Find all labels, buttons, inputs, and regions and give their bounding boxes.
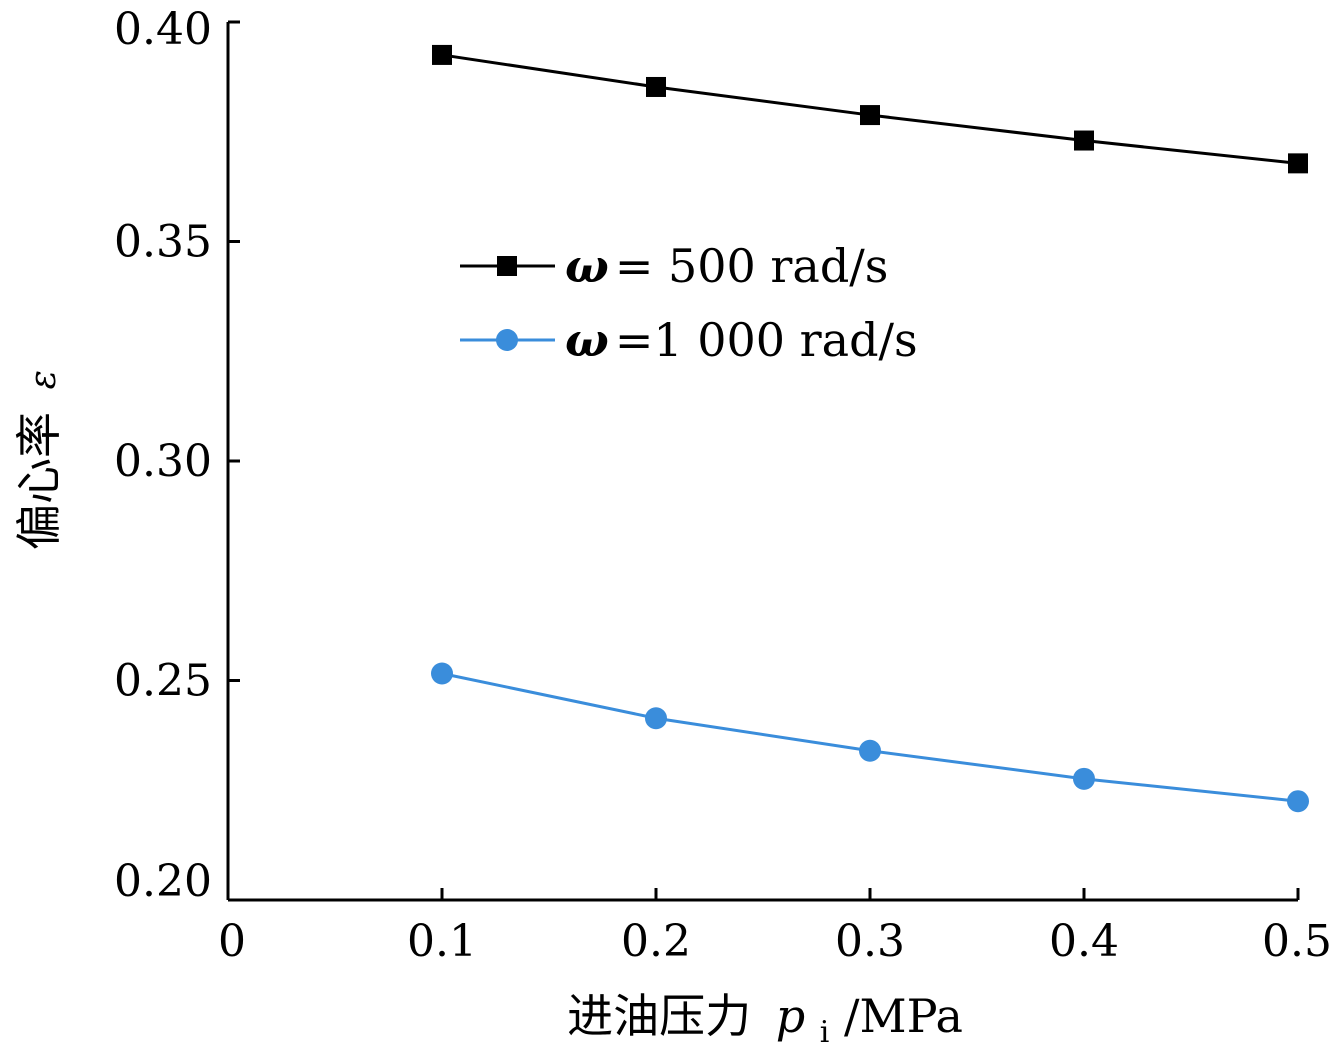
x-tick-label: 0.2	[621, 916, 691, 967]
y-axis-title-text: 偏心率	[12, 412, 66, 550]
y-axis-title-symbol: ε	[23, 370, 64, 389]
x-axis-title-subscript: i	[820, 1015, 830, 1050]
legend: ω = 500 rad/sω =1 000 rad/s	[460, 239, 918, 367]
x-axis-ticks: 0 0.1 0.2 0.3 0.4 0.5	[218, 888, 1332, 967]
legend-item-1: ω = 500 rad/s	[460, 239, 888, 293]
x-tick-label: 0.3	[835, 916, 905, 967]
legend-label: ω = 500 rad/s	[565, 239, 888, 293]
axes	[226, 22, 1298, 902]
series-line	[441, 672, 1299, 803]
legend-marker	[496, 329, 518, 351]
legend-label-rest: = 500 rad/s	[615, 239, 889, 293]
x-axis-title: 进油压力 p i /MPa	[567, 989, 963, 1050]
data-point	[1074, 130, 1094, 151]
y-tick-label: 0.25	[114, 656, 212, 707]
series-2	[431, 662, 1309, 813]
data-point	[860, 105, 880, 126]
legend-label-rest: =1 000 rad/s	[615, 313, 918, 367]
data-point	[859, 739, 881, 762]
x-axis-title-unit: /MPa	[844, 989, 963, 1043]
legend-label: ω =1 000 rad/s	[565, 313, 918, 367]
data-point	[1288, 153, 1308, 174]
y-tick-label: 0.20	[114, 856, 212, 907]
data-point	[1287, 790, 1309, 813]
data-point	[431, 662, 453, 685]
x-axis-title-prefix: 进油压力	[567, 989, 751, 1043]
y-tick-label: 0.30	[114, 436, 212, 487]
y-tick-label: 0.35	[114, 217, 212, 268]
x-tick-label: 0.5	[1262, 916, 1332, 967]
x-tick-label: 0.4	[1049, 916, 1119, 967]
y-axis-ticks: 0.20 0.25 0.30 0.35 0.40	[114, 4, 240, 907]
data-point	[646, 76, 666, 97]
data-point	[645, 707, 667, 730]
legend-label-symbol: ω	[565, 313, 609, 367]
x-tick-label: 0.1	[407, 916, 477, 967]
series-1	[432, 44, 1308, 174]
data-point	[432, 44, 452, 65]
legend-item-2: ω =1 000 rad/s	[460, 313, 918, 367]
y-axis-title: 偏心率 ε	[12, 370, 66, 550]
legend-label-symbol: ω	[565, 239, 609, 293]
y-tick-label: 0.40	[114, 4, 212, 55]
legend-marker	[497, 256, 517, 276]
data-point	[1073, 767, 1095, 790]
series-layer	[431, 44, 1309, 813]
x-axis-title-symbol: p	[776, 989, 805, 1043]
x-tick-label: 0	[218, 916, 246, 967]
